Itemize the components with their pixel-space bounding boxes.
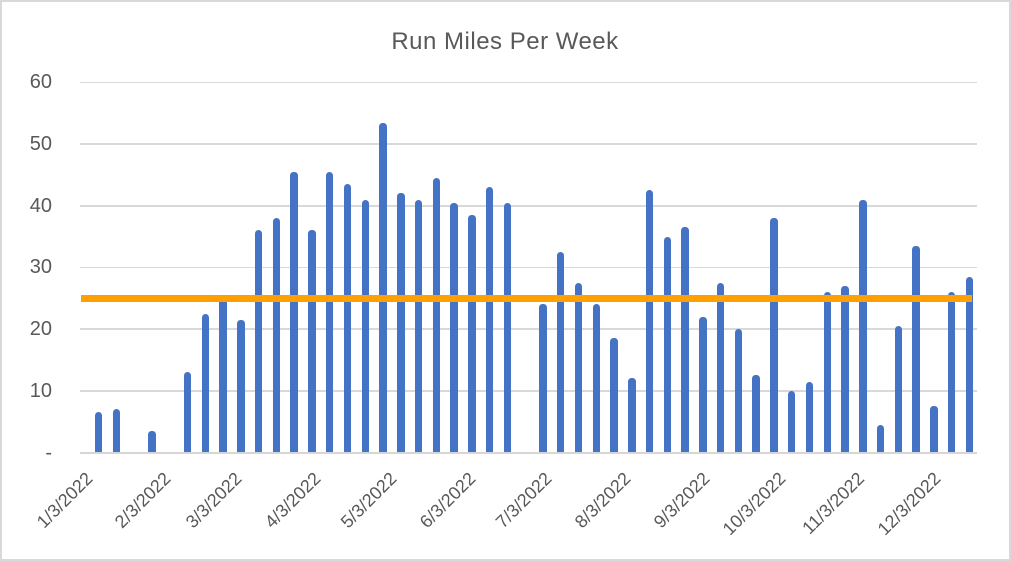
gridline [80, 328, 977, 330]
bar [876, 424, 885, 453]
bar [343, 184, 352, 453]
gridline [80, 143, 977, 145]
bar [841, 285, 849, 453]
bar [397, 193, 405, 453]
y-tick-label: - [45, 441, 52, 464]
x-tick-label: 3/3/2022 [182, 468, 246, 532]
bar [219, 295, 227, 453]
bar [930, 406, 938, 453]
bar [450, 202, 458, 453]
bar [752, 375, 760, 453]
bar [272, 218, 281, 453]
bar [379, 122, 387, 453]
y-tick-label: 60 [29, 71, 52, 94]
bar [787, 390, 796, 453]
gridline [80, 205, 977, 207]
y-tick-label: 50 [29, 133, 52, 156]
gridline [80, 390, 977, 392]
bar [414, 199, 423, 453]
bar [645, 190, 654, 453]
bar [361, 199, 369, 453]
y-tick-label: 40 [29, 194, 52, 217]
bar [254, 230, 263, 453]
chart-title: Run Miles Per Week [391, 28, 619, 55]
bar [716, 282, 725, 453]
bar [734, 329, 743, 453]
bar [628, 378, 636, 453]
gridline [80, 266, 977, 269]
bar [823, 292, 832, 453]
bar [308, 230, 316, 453]
gridline [80, 81, 977, 84]
bar [556, 252, 565, 453]
x-tick-label: 10/3/2022 [718, 468, 790, 540]
x-axis-line [80, 452, 977, 454]
bar [663, 236, 672, 453]
bar [805, 381, 814, 453]
bar [503, 202, 512, 453]
bar [468, 215, 476, 453]
bar [148, 430, 156, 453]
bar [894, 326, 903, 453]
x-tick-label: 8/3/2022 [570, 468, 635, 532]
x-tick-label: 1/3/2022 [32, 468, 97, 532]
x-tick-label: 12/3/2022 [873, 468, 945, 540]
bar [237, 319, 245, 453]
bar [485, 187, 494, 453]
bar [610, 338, 618, 453]
x-tick-label: 6/3/2022 [415, 468, 480, 532]
x-tick-label: 2/3/2022 [111, 468, 175, 532]
bar [112, 409, 121, 453]
bar [574, 282, 583, 453]
bar [183, 372, 192, 453]
y-tick-label: 10 [29, 379, 52, 402]
bar [699, 316, 707, 453]
bar [290, 171, 298, 453]
bar [770, 218, 778, 453]
x-tick-label: 5/3/2022 [337, 468, 401, 532]
y-tick-label: 20 [29, 318, 52, 341]
bar [325, 171, 334, 453]
bar [947, 292, 956, 453]
bar [432, 178, 441, 453]
bar [592, 304, 600, 453]
bar [859, 199, 867, 453]
x-tick-label: 4/3/2022 [260, 468, 325, 532]
bar [965, 276, 974, 453]
bar [912, 245, 920, 453]
bar [201, 313, 210, 453]
y-tick-label: 30 [29, 256, 52, 279]
x-tick-label: 7/3/2022 [491, 468, 556, 532]
x-tick-label: 9/3/2022 [649, 468, 714, 532]
bar [681, 227, 689, 453]
bar [94, 412, 103, 453]
goal-line [81, 294, 972, 302]
bar [539, 304, 547, 453]
x-tick-label: 11/3/2022 [798, 468, 868, 539]
